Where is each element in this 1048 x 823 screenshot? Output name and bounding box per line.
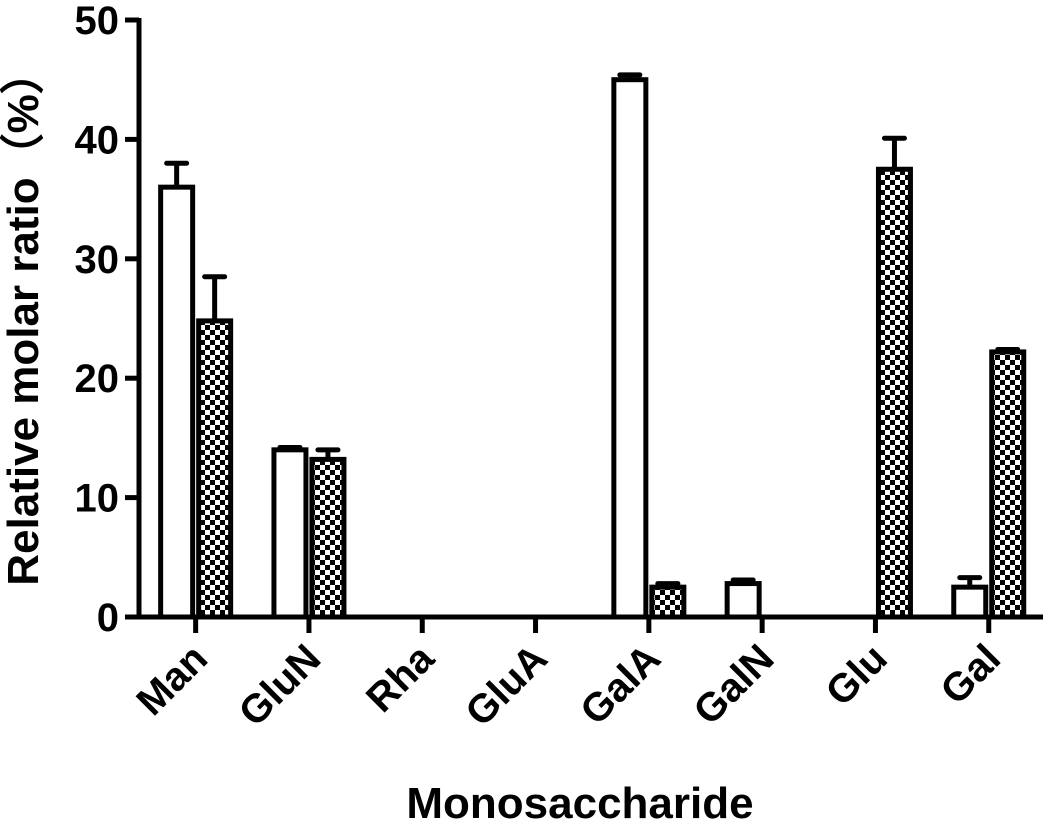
y-axis-ticks: 0 10 20 30 40 50 bbox=[75, 0, 139, 640]
y-tick-label: 0 bbox=[97, 596, 119, 640]
bar-gal-series-1 bbox=[951, 584, 989, 620]
bar-man-series-2 bbox=[196, 318, 234, 620]
y-tick-label: 50 bbox=[75, 0, 120, 43]
bar-glu-series-2 bbox=[875, 166, 913, 620]
bar-galn-series-1 bbox=[724, 581, 762, 620]
y-axis-title: Relative molar ratio（%） bbox=[0, 50, 48, 586]
bar-glun-series-2 bbox=[309, 456, 347, 620]
bar-man-series-1 bbox=[158, 184, 196, 620]
x-tick-label: GalA bbox=[572, 636, 669, 733]
y-tick-label: 20 bbox=[75, 357, 120, 401]
x-tick-label: Gal bbox=[932, 636, 1009, 713]
x-axis-ticks: Man GluN Rha GluA GalA GalN Glu Gal bbox=[128, 617, 1009, 735]
bar-gala-series-1 bbox=[611, 77, 649, 620]
x-tick-label: Man bbox=[128, 636, 216, 724]
bar-glun-series-1 bbox=[271, 447, 309, 620]
y-tick-label: 40 bbox=[75, 118, 120, 162]
x-tick-label: GluN bbox=[231, 636, 330, 735]
x-tick-label: Glu bbox=[818, 636, 896, 714]
x-tick-label: GluA bbox=[457, 636, 556, 735]
y-tick-label: 10 bbox=[75, 477, 120, 521]
bar-gal-series-2 bbox=[989, 349, 1027, 620]
x-tick-label: Rha bbox=[358, 636, 443, 721]
y-tick-label: 30 bbox=[75, 238, 120, 282]
x-tick-label: GalN bbox=[685, 636, 782, 733]
bar-gala-series-2 bbox=[649, 584, 687, 620]
plot-area bbox=[158, 72, 1027, 620]
x-axis-title: Monosaccharide bbox=[406, 779, 753, 823]
